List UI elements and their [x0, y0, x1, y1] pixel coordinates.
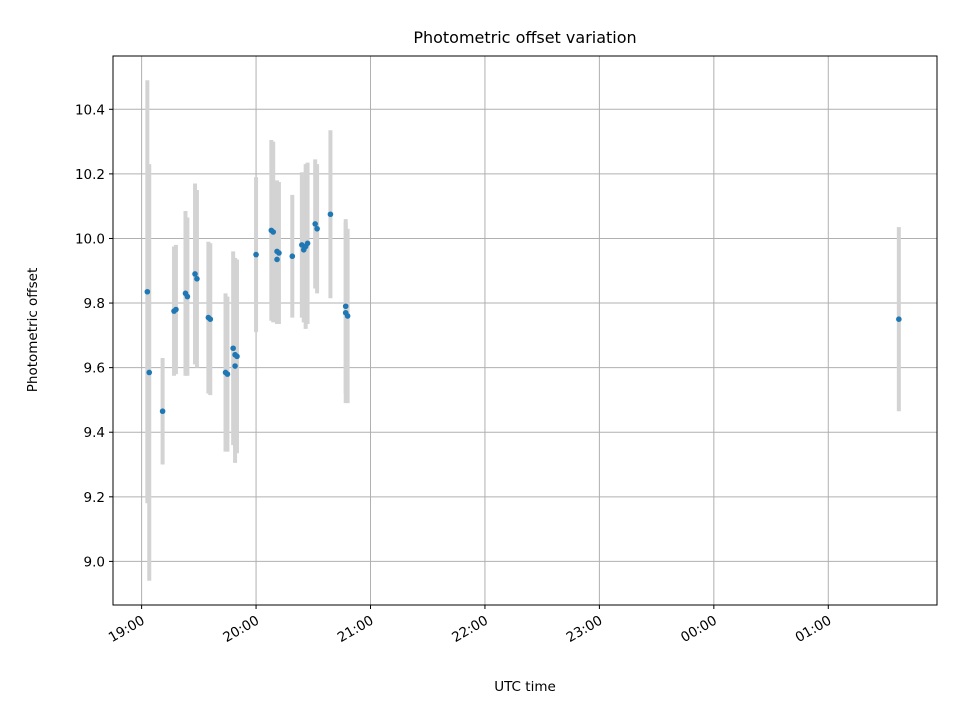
data-point [274, 256, 280, 263]
data-point [314, 225, 320, 232]
grid-lines [113, 56, 937, 605]
chart-title: Photometric offset variation [413, 28, 636, 47]
x-axis-label: UTC time [494, 679, 556, 695]
data-point [304, 240, 311, 247]
y-tick-label: 10.2 [75, 167, 105, 183]
data-point [289, 253, 296, 260]
data-point [144, 288, 151, 295]
data-point [253, 251, 259, 258]
data-point [234, 353, 240, 360]
plot-frame [112, 55, 938, 606]
data-point [194, 276, 200, 282]
y-tick-label: 9.8 [84, 296, 105, 312]
data-point [896, 316, 902, 322]
data-point [342, 303, 349, 310]
y-tick-label: 10.0 [75, 231, 105, 247]
data-point [184, 293, 191, 300]
data-point [192, 271, 198, 277]
data-point [224, 371, 231, 377]
data-point [207, 316, 214, 322]
data-point [312, 221, 318, 227]
y-tick-label: 10.4 [75, 102, 105, 118]
data-point [173, 306, 179, 313]
data-point [159, 408, 166, 415]
data-point [146, 369, 153, 376]
data-point [270, 229, 277, 235]
data-points [144, 211, 902, 415]
data-point [276, 250, 282, 256]
data-point [232, 363, 238, 369]
data-point [344, 313, 351, 319]
data-point [327, 211, 334, 218]
y-tick-label: 9.2 [84, 490, 105, 506]
data-point [230, 345, 236, 352]
y-axis-label: Photometric offset [25, 268, 41, 392]
y-tick-label: 9.4 [84, 425, 105, 441]
y-tick-label: 9.6 [84, 361, 105, 377]
y-axis-ticks: 9.0 9.2 9.4 9.6 9.8 10.0 10.2 10.4 [75, 102, 113, 570]
y-tick-label: 9.0 [84, 554, 105, 570]
